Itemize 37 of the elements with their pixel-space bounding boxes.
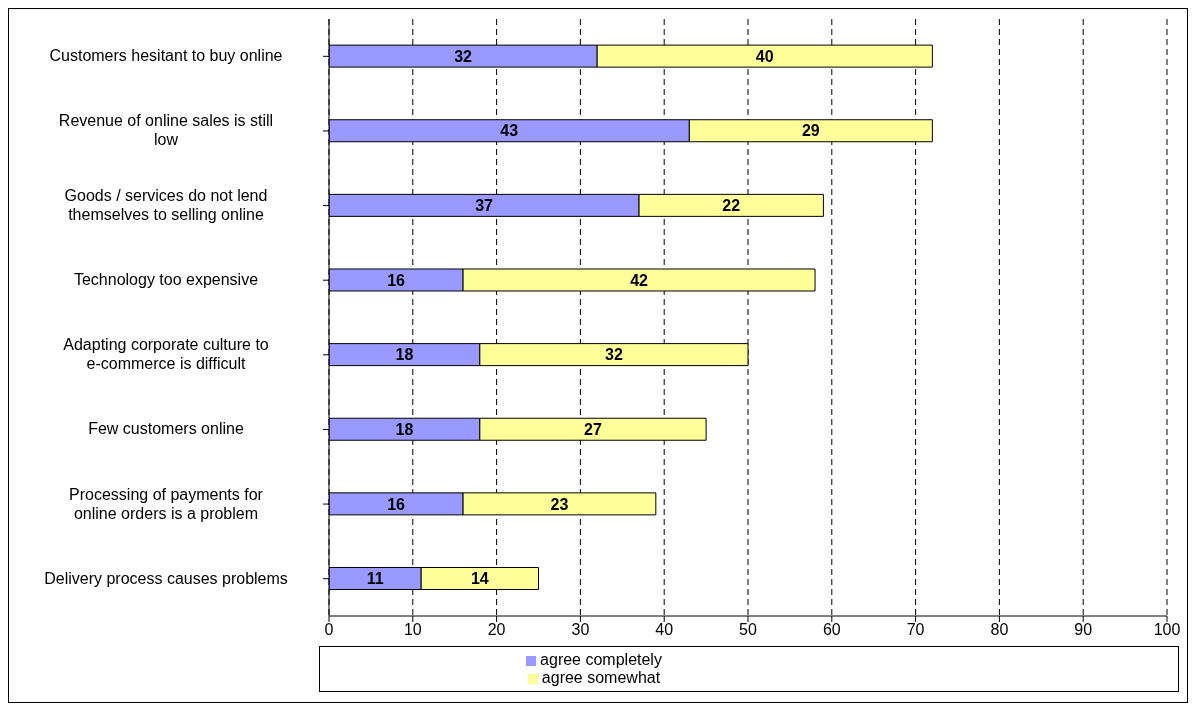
x-tick-label: 90	[1074, 621, 1093, 639]
y-tick-label: Few customers online	[88, 420, 244, 438]
y-tick-label: Technology too expensive	[73, 271, 259, 289]
data-label: 22	[722, 197, 741, 215]
x-tick-label: 80	[990, 621, 1009, 639]
data-label: 18	[395, 420, 414, 438]
data-label: 23	[550, 495, 569, 513]
y-tick-label: Delivery process causes problems	[44, 569, 288, 587]
data-label: 43	[500, 122, 519, 140]
data-label: 11	[366, 570, 384, 588]
y-tick-label: Goods / services do not lend themselves to selling online	[64, 187, 268, 224]
x-tick-label: 70	[906, 621, 925, 639]
data-label: 16	[387, 495, 406, 513]
data-label: 32	[605, 346, 623, 364]
y-tick-label: Adapting corporate culture to e-commerce is difficult	[63, 336, 269, 373]
data-label: 29	[801, 122, 820, 140]
legend-label: agree completely	[540, 651, 662, 668]
y-tick-label: Processing of payments for online orders is a problem	[69, 485, 264, 522]
y-tick-label: Customers hesitant to buy online	[49, 47, 283, 65]
data-label: 27	[584, 420, 602, 438]
data-label: 32	[454, 47, 473, 65]
data-label: 18	[395, 346, 414, 364]
x-tick-label: 100	[1153, 621, 1181, 639]
x-tick-label: 50	[739, 621, 757, 639]
x-tick-label: 60	[822, 621, 841, 639]
data-label: 40	[755, 47, 774, 65]
y-tick-label: Revenue of online sales is still low	[58, 112, 274, 149]
x-tick-label: 40	[655, 621, 674, 639]
data-label: 42	[630, 271, 649, 289]
x-tick-label: 20	[487, 621, 506, 639]
data-label: 37	[475, 197, 494, 215]
x-tick-label: 30	[571, 621, 590, 639]
data-label: 16	[387, 271, 406, 289]
data-label: 14	[470, 570, 489, 588]
x-tick-label: 10	[403, 621, 422, 639]
x-tick-label: 0	[324, 621, 334, 639]
legend-label: agree somewhat	[541, 669, 661, 686]
